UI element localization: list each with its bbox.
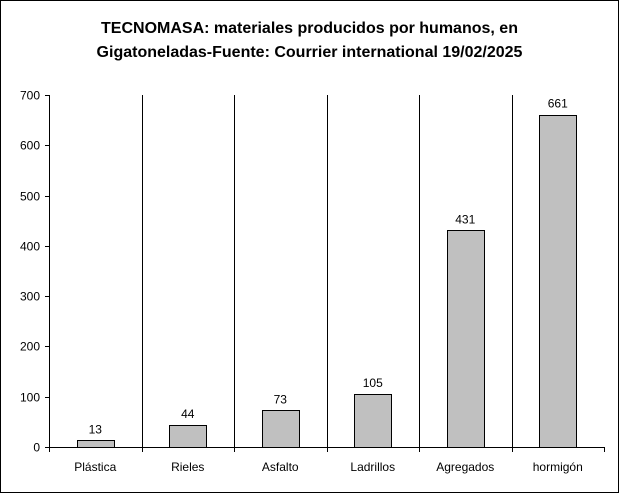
bar-4 (447, 230, 485, 448)
category-labels: Plástica Rieles Asfalto Ladrillos Agregados h… (74, 460, 583, 474)
category-label-5: hormigón (533, 460, 583, 474)
data-labels: 13 44 73 105 431 661 (89, 97, 569, 437)
bar-2 (262, 410, 300, 448)
y-tick-labels: 0 100 200 300 400 500 600 700 (20, 89, 40, 455)
axes (45, 95, 605, 452)
data-label-3: 105 (363, 376, 383, 390)
y-tick-label-6: 600 (20, 139, 40, 153)
y-tick-label-5: 500 (20, 190, 40, 204)
y-tick-label-2: 200 (20, 340, 40, 354)
chart-title: TECNOMASA: materiales producidos por hum… (96, 20, 523, 61)
category-label-4: Agregados (436, 460, 494, 474)
category-separators (142, 95, 513, 447)
category-label-1: Rieles (171, 460, 204, 474)
data-label-0: 13 (89, 422, 103, 436)
y-tick-label-0: 0 (33, 441, 40, 455)
bar-0 (77, 440, 115, 448)
data-label-2: 73 (274, 392, 288, 406)
y-tick-label-1: 100 (20, 391, 40, 405)
bars (77, 115, 577, 448)
category-label-2: Asfalto (262, 460, 299, 474)
bar-3 (354, 394, 392, 448)
data-label-5: 661 (548, 97, 568, 111)
bar-1 (169, 425, 207, 448)
y-tick-label-7: 700 (20, 89, 40, 103)
y-tick-label-4: 400 (20, 240, 40, 254)
data-label-4: 431 (455, 212, 475, 226)
category-label-3: Ladrillos (350, 460, 395, 474)
data-label-1: 44 (181, 407, 195, 421)
bar-5 (539, 115, 577, 448)
category-label-0: Plástica (74, 460, 116, 474)
y-tick-label-3: 300 (20, 290, 40, 304)
